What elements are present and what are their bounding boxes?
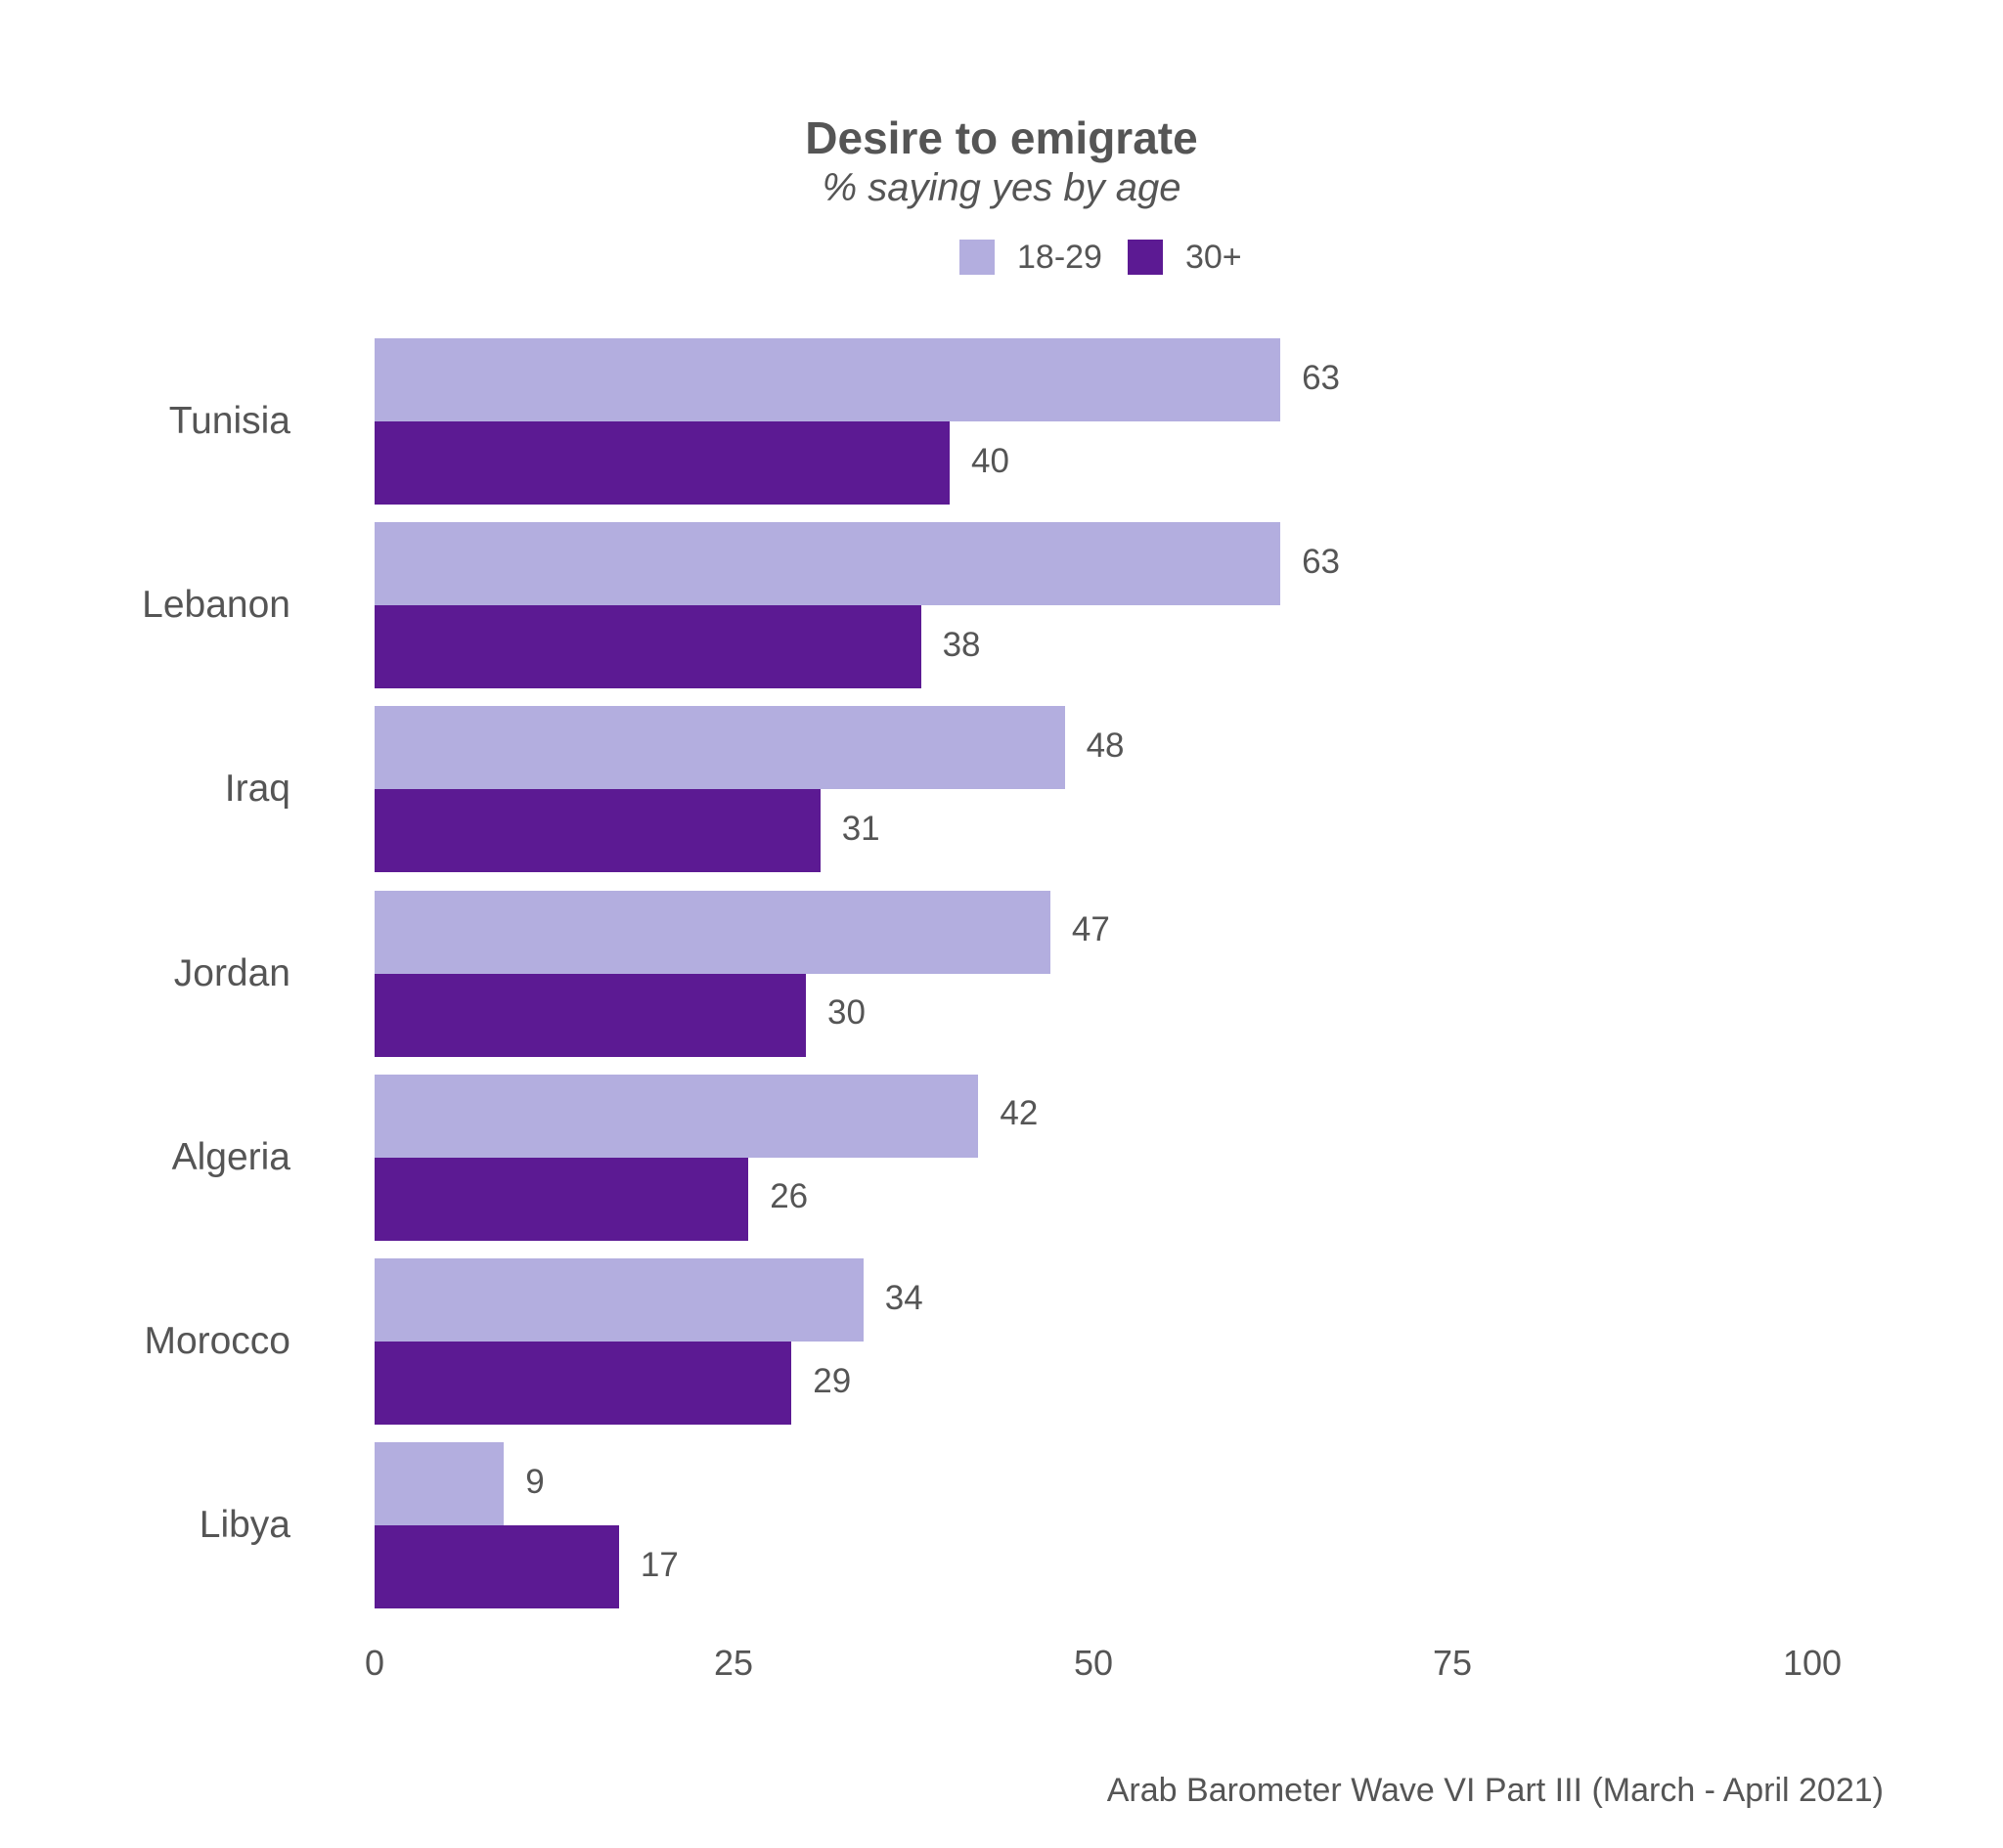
value-label: 47 xyxy=(1071,910,1110,949)
value-label: 9 xyxy=(525,1462,545,1501)
chart-subtitle: % saying yes by age xyxy=(822,166,1181,209)
bar-30-plus xyxy=(375,1342,792,1425)
value-label: 42 xyxy=(1000,1094,1039,1133)
x-tick: 75 xyxy=(1432,1643,1473,1683)
category-label: Tunisia xyxy=(168,400,290,442)
legend-item-30-plus: 30+ xyxy=(1127,238,1242,277)
value-label: 34 xyxy=(884,1278,923,1317)
bar-30-plus xyxy=(375,605,921,689)
legend-swatch-30-plus xyxy=(1127,240,1163,275)
value-label: 30 xyxy=(827,993,866,1033)
category-label: Morocco xyxy=(144,1320,290,1362)
bar-18-29 xyxy=(375,522,1281,606)
bar-18-29 xyxy=(375,1074,979,1158)
category-label: Lebanon xyxy=(142,584,290,627)
legend-swatch-18-29 xyxy=(959,240,995,275)
source-caption: Arab Barometer Wave VI Part III (March -… xyxy=(1106,1772,1884,1809)
x-tick: 0 xyxy=(364,1643,385,1683)
bar-18-29 xyxy=(375,706,1065,790)
value-label: 38 xyxy=(942,625,981,664)
bar-18-29 xyxy=(375,1442,505,1526)
value-label: 48 xyxy=(1086,726,1125,765)
bar-18-29 xyxy=(375,1258,864,1342)
bar-30-plus xyxy=(375,421,950,505)
value-label: 63 xyxy=(1302,542,1341,581)
value-label: 29 xyxy=(813,1361,852,1400)
bar-30-plus xyxy=(375,789,821,873)
value-label: 40 xyxy=(971,441,1009,480)
x-tick: 50 xyxy=(1073,1643,1114,1683)
bar-30-plus xyxy=(375,1525,619,1609)
category-label: Iraq xyxy=(224,768,290,811)
value-label: 17 xyxy=(640,1545,679,1584)
bar-30-plus xyxy=(375,973,806,1057)
legend-label: 30+ xyxy=(1184,238,1242,276)
category-label: Libya xyxy=(199,1504,290,1547)
value-label: 26 xyxy=(770,1177,809,1216)
x-tick: 25 xyxy=(713,1643,754,1683)
value-label: 31 xyxy=(841,809,880,848)
bar-30-plus xyxy=(375,1157,749,1241)
x-tick: 100 xyxy=(1782,1643,1843,1683)
legend-item-18-29: 18-29 xyxy=(959,239,1102,277)
chart-title: Desire to emigrate xyxy=(805,112,1198,163)
category-label: Algeria xyxy=(171,1135,290,1178)
bar-18-29 xyxy=(375,890,1050,974)
bar-18-29 xyxy=(375,338,1281,421)
value-label: 63 xyxy=(1302,358,1341,397)
category-label: Jordan xyxy=(173,951,290,994)
legend: 18-29 30+ xyxy=(959,239,1268,276)
legend-label: 18-29 xyxy=(1017,238,1102,276)
